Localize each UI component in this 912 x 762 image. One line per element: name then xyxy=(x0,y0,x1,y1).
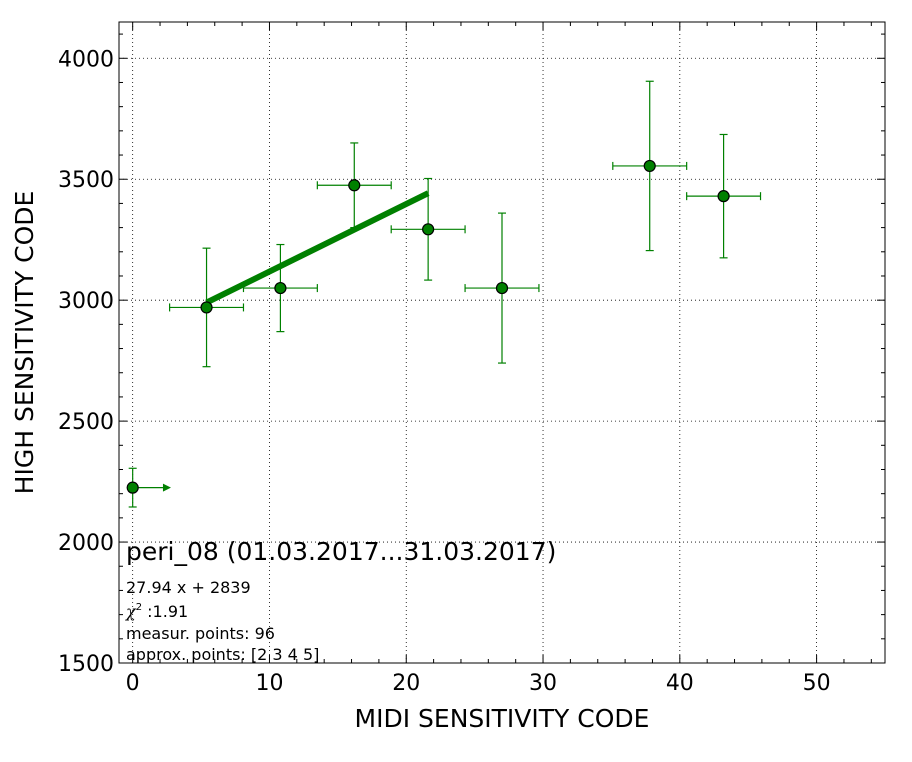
data-point xyxy=(717,190,730,203)
data-points xyxy=(126,159,730,494)
data-point xyxy=(495,281,509,295)
data-point xyxy=(422,223,435,236)
measur-points-annotation: measur. points: 96 xyxy=(126,624,275,643)
data-point xyxy=(274,281,287,295)
chi2-value: :1.91 xyxy=(142,602,188,621)
y-tick-labels: 1500 2000 2500 3000 3500 4000 xyxy=(58,47,114,677)
x-tick-label: 50 xyxy=(803,671,831,696)
equation-annotation: 27.94 x + 2839 xyxy=(126,578,251,597)
y-tick-label: 2000 xyxy=(58,531,114,556)
grid-lines xyxy=(119,22,885,664)
plot-frame xyxy=(118,21,886,664)
data-point xyxy=(348,179,361,192)
x-tick-label: 10 xyxy=(255,671,283,696)
limit-arrow-head xyxy=(162,483,171,492)
x-tick-label: 20 xyxy=(392,671,420,696)
y-tick-label: 3000 xyxy=(58,289,114,314)
x-tick-labels: 0 10 20 30 40 50 xyxy=(126,671,831,696)
y-tick-label: 2500 xyxy=(58,410,114,435)
approx-points-annotation: approx. points: [2 3 4 5] xyxy=(126,645,319,664)
chi2-annotation: χ2 :1.91 xyxy=(125,602,188,621)
x-tick-label: 30 xyxy=(529,671,557,696)
chi2-symbol: χ xyxy=(125,602,137,621)
x-tick-label: 0 xyxy=(126,671,140,696)
y-axis-label: HIGH SENSITIVITY CODE xyxy=(10,191,39,495)
data-point xyxy=(126,481,139,494)
y-tick-label: 4000 xyxy=(58,47,114,72)
x-axis-label: MIDI SENSITIVITY CODE xyxy=(355,704,650,733)
station-annotation: peri_08 (01.03.2017...31.03.2017) xyxy=(126,537,556,566)
data-point xyxy=(643,159,656,173)
data-point xyxy=(200,301,213,314)
chi2-superscript: 2 xyxy=(136,602,142,613)
y-tick-label: 3500 xyxy=(58,168,114,193)
x-tick-label: 40 xyxy=(666,671,694,696)
y-tick-label: 1500 xyxy=(58,652,114,677)
tick-marks xyxy=(119,22,885,664)
